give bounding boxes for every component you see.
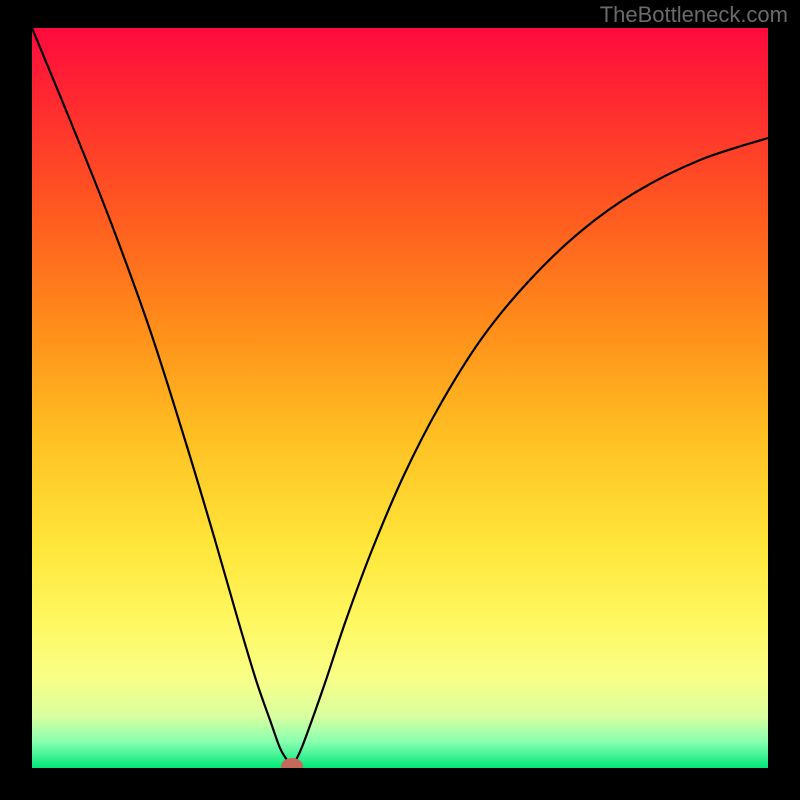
bottleneck-curve (32, 28, 768, 768)
minimum-marker (281, 758, 303, 768)
plot-area (32, 28, 768, 768)
chart-container: TheBottleneck.com (0, 0, 800, 800)
watermark-text: TheBottleneck.com (600, 2, 788, 28)
